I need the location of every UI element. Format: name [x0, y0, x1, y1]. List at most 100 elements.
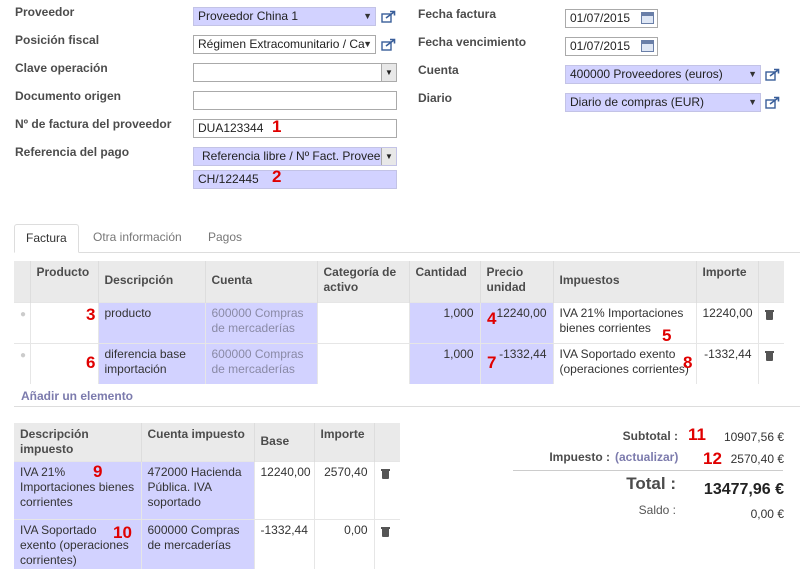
- calendar-icon[interactable]: [641, 40, 654, 52]
- trash-icon[interactable]: [380, 468, 390, 479]
- col-precio[interactable]: Precio unidad: [479, 261, 553, 302]
- tab-otra-informacion[interactable]: Otra información: [93, 230, 182, 244]
- invoice-lines-table: Producto Descripción Cuenta Categoría de…: [14, 261, 784, 384]
- referencia-pago-type-select[interactable]: Referencia libre / Nº Fact. Provee ▼: [193, 147, 397, 166]
- col-categoria[interactable]: Categoría de activo: [316, 261, 409, 302]
- col-descripcion[interactable]: Descripción: [97, 261, 205, 302]
- marker-10: 10: [113, 523, 132, 542]
- add-line-link[interactable]: Añadir un elemento: [21, 389, 134, 403]
- trash-header: [757, 261, 784, 302]
- col-importe-impuesto[interactable]: Importe: [313, 423, 374, 462]
- trash-icon[interactable]: [380, 526, 390, 537]
- diario-value: Diario de compras (EUR): [570, 95, 705, 109]
- cell-base[interactable]: -1332,44: [253, 519, 314, 569]
- external-link-icon[interactable]: [381, 10, 396, 23]
- cell-importe-impuesto-text: 2570,40: [324, 465, 368, 479]
- proveedor-select[interactable]: Proveedor China 1 ▼: [193, 7, 376, 26]
- table-row[interactable]: ● diferencia base importación 600000 Com…: [14, 342, 784, 384]
- actualizar-link[interactable]: (actualizar): [615, 450, 679, 464]
- cell-delete[interactable]: [757, 342, 784, 384]
- marker-2: 2: [272, 167, 282, 186]
- subtotal-value: 10907,56 €: [723, 430, 784, 444]
- external-link-icon[interactable]: [765, 96, 780, 109]
- table-row[interactable]: IVA 21% Importaciones bienes corrientes …: [14, 461, 400, 520]
- fecha-factura-value: 01/07/2015: [570, 11, 631, 25]
- referencia-pago-type-value: Referencia libre / Nº Fact. Provee: [202, 149, 381, 163]
- external-link-icon[interactable]: [765, 68, 780, 81]
- cell-descripcion-impuesto[interactable]: IVA 21% Importaciones bienes corrientes: [14, 461, 141, 520]
- referencia-pago-input[interactable]: CH/122445: [193, 170, 397, 189]
- calendar-icon[interactable]: [641, 12, 654, 24]
- cell-descripcion[interactable]: producto: [97, 301, 205, 343]
- subtotal-label: Subtotal :: [622, 429, 678, 443]
- cell-precio[interactable]: -1332,44: [479, 342, 553, 384]
- cell-producto[interactable]: [29, 301, 98, 343]
- cell-impuestos[interactable]: IVA Soportado exento (operaciones corrie…: [552, 342, 696, 384]
- cell-importe-text: -1332,44: [704, 346, 752, 361]
- cell-delete[interactable]: [757, 301, 784, 343]
- cell-cuenta-impuesto[interactable]: 472000 Hacienda Pública. IVA soportado: [140, 461, 254, 520]
- cell-precio[interactable]: 12240,00: [479, 301, 553, 343]
- col-importe[interactable]: Importe: [695, 261, 758, 302]
- col-impuestos[interactable]: Impuestos: [552, 261, 696, 302]
- cell-cantidad-text: 1,000: [443, 346, 474, 361]
- cell-descripcion[interactable]: diferencia base importación: [97, 342, 205, 384]
- fecha-vencimiento-input[interactable]: 01/07/2015: [565, 37, 658, 56]
- table-row[interactable]: ● producto 600000 Compras de mercaderías…: [14, 301, 784, 343]
- row-handle[interactable]: ●: [14, 301, 30, 343]
- cuenta-select[interactable]: 400000 Proveedores (euros) ▼: [565, 65, 761, 84]
- referencia-pago-value: CH/122445: [198, 172, 259, 186]
- cell-importe-impuesto[interactable]: 2570,40: [313, 461, 374, 520]
- cell-importe-impuesto[interactable]: 0,00: [313, 519, 374, 569]
- totals-divider: [513, 470, 783, 471]
- diario-select[interactable]: Diario de compras (EUR) ▼: [565, 93, 761, 112]
- cell-cantidad[interactable]: 1,000: [408, 342, 480, 384]
- col-descripcion-impuesto[interactable]: Descripción impuesto: [14, 423, 141, 462]
- cell-cuenta-text: 600000 Compras de mercaderías: [211, 346, 304, 376]
- cell-importe-text: 12240,00: [702, 305, 753, 320]
- nfactura-input[interactable]: DUA123344: [193, 119, 397, 138]
- clave-operacion-select[interactable]: ▼: [193, 63, 397, 82]
- cell-cuenta-impuesto[interactable]: 600000 Compras de mercaderías: [140, 519, 254, 569]
- cell-delete[interactable]: [373, 519, 400, 569]
- total-label: Total :: [626, 474, 676, 493]
- cell-cantidad[interactable]: 1,000: [408, 301, 480, 343]
- col-cuenta-impuesto[interactable]: Cuenta impuesto: [140, 423, 254, 462]
- cell-delete[interactable]: [373, 461, 400, 520]
- tab-factura[interactable]: Factura: [14, 224, 79, 253]
- col-cuenta[interactable]: Cuenta: [204, 261, 317, 302]
- cell-base[interactable]: 12240,00: [253, 461, 314, 520]
- notebook-tabs: Factura Otra información Pagos: [14, 224, 800, 253]
- total-value: 13477,96 €: [703, 481, 784, 498]
- cell-descripcion-impuesto-text: IVA Soportado exento (operaciones corrie…: [20, 523, 129, 567]
- trash-header: [373, 423, 400, 462]
- col-producto[interactable]: Producto: [29, 261, 98, 302]
- cell-cuenta[interactable]: 600000 Compras de mercaderías: [204, 342, 317, 384]
- documento-origen-label: Documento origen: [15, 89, 122, 103]
- nfactura-value: DUA123344: [198, 121, 264, 135]
- table-row[interactable]: IVA Soportado exento (operaciones corrie…: [14, 519, 400, 569]
- posicion-fiscal-select[interactable]: Régimen Extracomunitario / Ca ▼: [193, 35, 376, 54]
- marker-11: 11: [688, 425, 706, 444]
- marker-7: 7: [487, 353, 497, 372]
- marker-9: 9: [93, 462, 103, 481]
- cell-descripcion-impuesto[interactable]: IVA Soportado exento (operaciones corrie…: [14, 519, 141, 569]
- tab-pagos[interactable]: Pagos: [208, 230, 243, 244]
- fecha-factura-input[interactable]: 01/07/2015: [565, 9, 658, 28]
- cell-categoria[interactable]: [316, 301, 409, 343]
- table-header-row: Descripción impuesto Cuenta impuesto Bas…: [14, 423, 400, 462]
- cell-impuestos[interactable]: IVA 21% Importaciones bienes corrientes: [552, 301, 696, 343]
- row-handle[interactable]: ●: [14, 342, 30, 384]
- cell-cuenta[interactable]: 600000 Compras de mercaderías: [204, 301, 317, 343]
- documento-origen-input[interactable]: [193, 91, 397, 110]
- cell-producto[interactable]: [29, 342, 98, 384]
- col-base[interactable]: Base: [253, 423, 314, 462]
- trash-icon[interactable]: [764, 309, 774, 320]
- cell-categoria[interactable]: [316, 342, 409, 384]
- col-cantidad[interactable]: Cantidad: [408, 261, 480, 302]
- external-link-icon[interactable]: [381, 38, 396, 51]
- marker-3: 3: [86, 305, 96, 324]
- drag-handle-icon[interactable]: ●: [20, 349, 27, 361]
- trash-icon[interactable]: [764, 350, 774, 361]
- drag-handle-icon[interactable]: ●: [20, 308, 27, 320]
